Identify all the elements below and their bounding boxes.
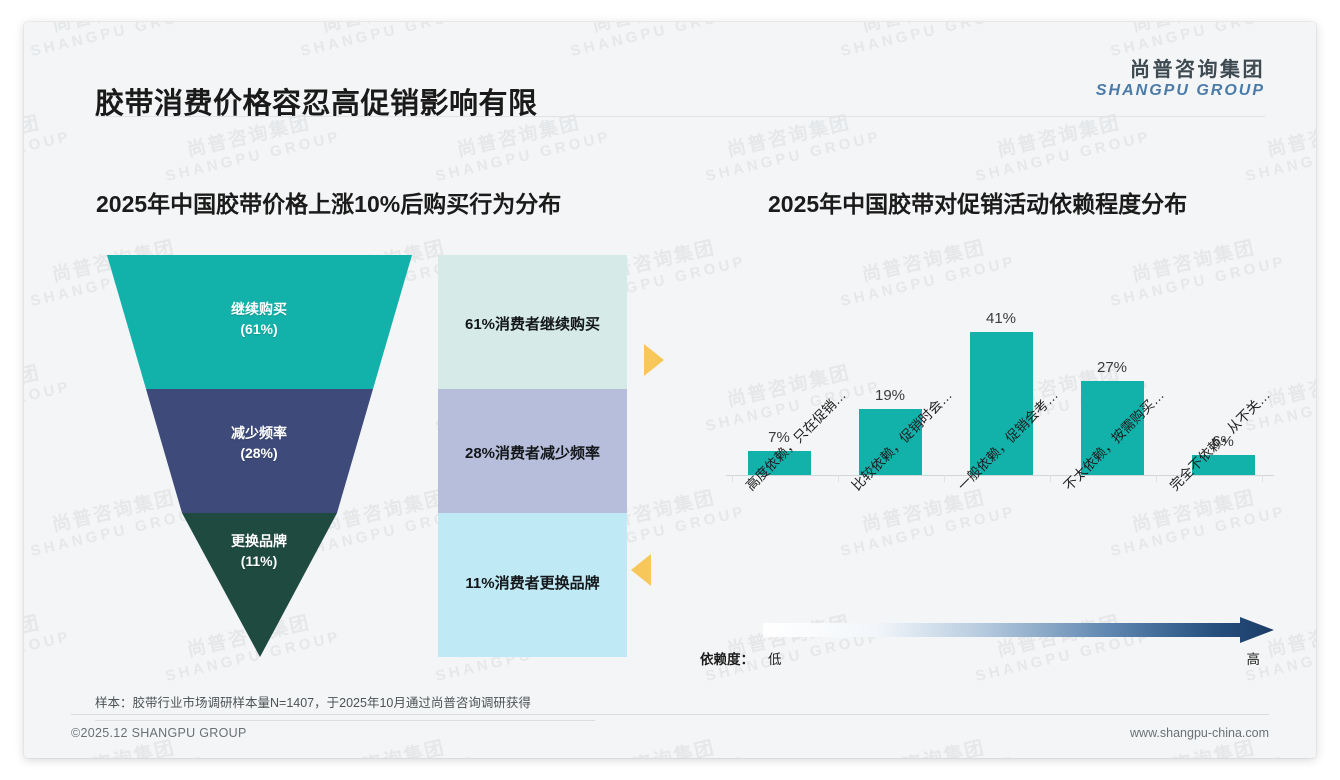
right-chart-title: 2025年中国胶带对促销活动依赖程度分布 — [768, 191, 1188, 217]
bar-item[interactable]: 27% — [1069, 284, 1155, 476]
brand-name-en: SHANGPU GROUP — [1095, 82, 1265, 99]
dependency-gradient-legend: 依赖度： 低 高 — [700, 617, 1274, 671]
funnel-tier-label-2: 更换品牌 (11%) — [199, 531, 319, 572]
funnel-tier-1-shape — [146, 389, 373, 513]
bar-item[interactable]: 19% — [847, 284, 933, 476]
funnel-band-2 — [438, 513, 627, 657]
bar-value-label: 27% — [1096, 359, 1128, 376]
funnel-band-text-1: 28%消费者减少频率 — [464, 445, 601, 462]
gradient-arrow-icon — [763, 617, 1274, 643]
bar-plot-area: 7% 19% 41% 27% 6% — [736, 284, 1266, 476]
bar-value-label: 7% — [768, 429, 790, 446]
legend-high-label: 高 — [1246, 652, 1261, 667]
axis-tick — [1156, 475, 1157, 482]
x-axis-labels: 高度依赖，只在促销… 比较依赖，促销时会… 一般依赖，促销会考… 不太依赖，按需购买…… — [714, 387, 1274, 611]
funnel-tier-name-2: 更换品牌 — [231, 533, 287, 549]
funnel-tier-label-1: 减少频率 (28%) — [199, 423, 319, 464]
page-title: 胶带消费价格容忍高促销影响有限 — [95, 88, 538, 120]
axis-tick — [838, 475, 839, 482]
triangle-right-icon — [644, 344, 664, 376]
footer-divider — [71, 714, 1269, 715]
slide-header: 胶带消费价格容忍高促销影响有限 尚普咨询集团 SHANGPU GROUP — [24, 22, 1316, 120]
header-divider — [95, 116, 1265, 117]
bar-rect[interactable] — [858, 409, 922, 476]
brand-logo: 尚普咨询集团 SHANGPU GROUP — [1096, 59, 1265, 100]
sample-footnote: 样本：胶带行业市场调研样本量N=1407，于2025年10月通过尚普咨询调研获得 — [95, 695, 531, 710]
funnel-tier-value-2: (11%) — [240, 553, 278, 570]
axis-tick — [944, 475, 945, 482]
legend-caption: 依赖度： — [700, 652, 754, 667]
footer-copyright: ©2025.12 SHANGPU GROUP — [71, 726, 247, 740]
funnel-tier-name-0: 继续购买 — [231, 301, 287, 317]
funnel-tier-value-0: (61%) — [240, 321, 278, 338]
funnel-shape — [107, 255, 412, 657]
bar-rect[interactable] — [747, 451, 811, 476]
funnel-tier-name-1: 减少频率 — [231, 425, 287, 441]
footer-website[interactable]: www.shangpu-china.com — [1130, 726, 1269, 740]
dependency-bar-chart: 7% 19% 41% 27% 6% — [714, 284, 1274, 482]
funnel-tier-0-shape — [107, 255, 412, 389]
legend-low-label: 低 — [768, 652, 782, 667]
funnel-chart: 61%消费者继续购买 28%消费者减少频率 11%消费者更换品牌 继续购买 (6… — [99, 255, 664, 657]
footnote-container: 样本：胶带行业市场调研样本量N=1407，于2025年10月通过尚普咨询调研获得 — [95, 682, 595, 721]
axis-tick — [1262, 475, 1263, 482]
x-axis-line — [726, 475, 1274, 482]
bar-rect[interactable] — [969, 332, 1033, 476]
funnel-band-1 — [438, 389, 627, 513]
bar-rect[interactable] — [1080, 381, 1144, 476]
funnel-tier-value-1: (28%) — [240, 445, 278, 462]
bar-item[interactable]: 41% — [958, 284, 1044, 476]
funnel-band-0 — [438, 255, 627, 389]
triangle-left-icon — [631, 554, 651, 586]
axis-tick — [1050, 475, 1051, 482]
brand-name-cn: 尚普咨询集团 — [1130, 59, 1265, 81]
axis-tick — [732, 475, 733, 482]
bar-value-label: 6% — [1212, 433, 1234, 450]
bar-item[interactable]: 7% — [736, 284, 822, 476]
bar-rect[interactable] — [1191, 455, 1255, 476]
bar-item[interactable]: 6% — [1180, 284, 1266, 476]
funnel-tier-2-shape — [182, 513, 337, 657]
funnel-band-text-2: 11%消费者更换品牌 — [465, 575, 600, 592]
funnel-tier-label-0: 继续购买 (61%) — [199, 299, 319, 340]
left-chart-title: 2025年中国胶带价格上涨10%后购买行为分布 — [96, 191, 562, 217]
bar-value-label: 19% — [874, 387, 906, 404]
bar-value-label: 41% — [985, 310, 1017, 327]
funnel-band-text-0: 61%消费者继续购买 — [464, 316, 601, 333]
